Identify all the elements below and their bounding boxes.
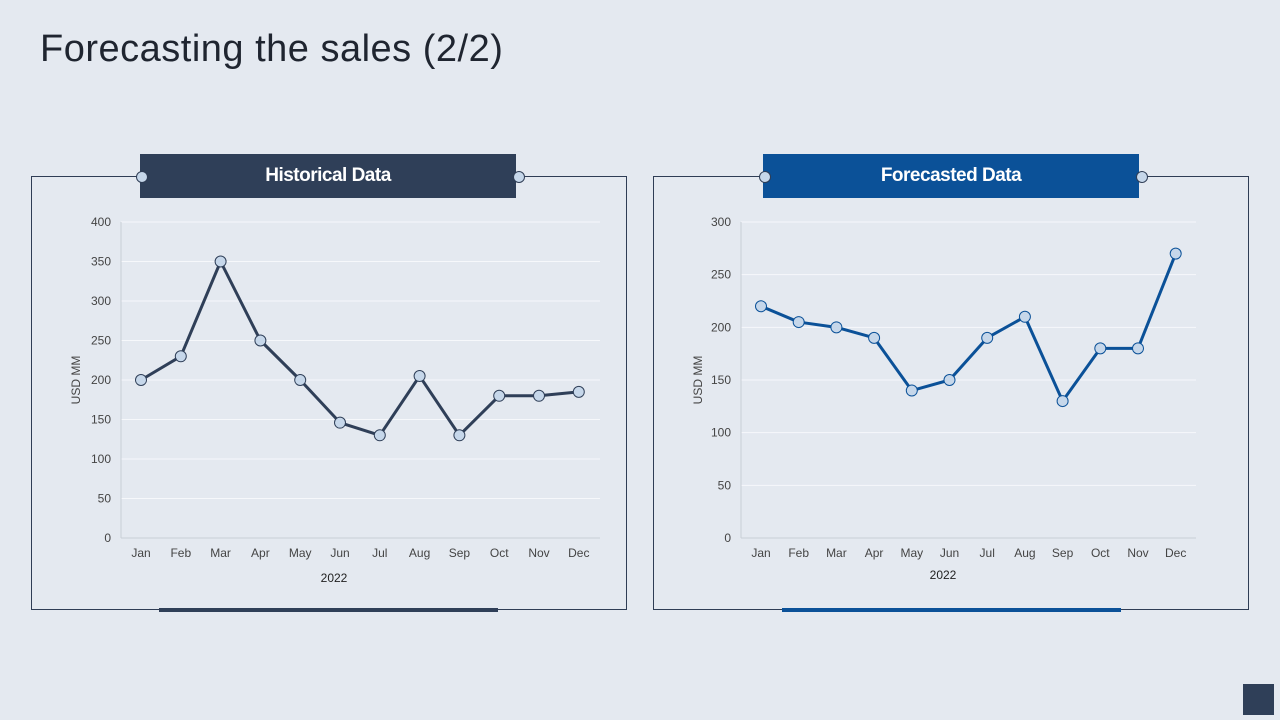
y-axis-label: USD MM <box>69 356 83 405</box>
y-tick-label: 150 <box>91 413 111 427</box>
series-line <box>140 260 579 437</box>
y-tick-label: 300 <box>711 215 731 229</box>
banner-dot-decoration <box>136 171 148 183</box>
data-point <box>294 374 307 386</box>
x-tick-label: Mar <box>210 546 231 560</box>
corner-decoration <box>1243 684 1274 715</box>
data-point <box>868 331 881 344</box>
x-tick-label: Dec <box>568 546 589 560</box>
data-point <box>413 370 426 383</box>
data-point <box>981 331 994 344</box>
data-point <box>905 384 918 397</box>
data-point <box>493 389 506 402</box>
y-tick-label: 300 <box>91 294 111 308</box>
x-tick-label: Sep <box>1052 546 1074 560</box>
y-tick-label: 0 <box>724 531 731 545</box>
x-tick-label: May <box>289 546 312 560</box>
x-tick-label: Mar <box>826 546 847 560</box>
y-tick-label: 100 <box>711 426 731 440</box>
y-axis-label: USD MM <box>691 356 705 405</box>
series-line <box>760 253 1178 403</box>
data-point <box>214 255 227 268</box>
y-tick-label: 0 <box>104 531 111 545</box>
x-tick-label: Apr <box>865 546 884 560</box>
x-tick-label: Jul <box>980 546 995 560</box>
forecast-banner: Forecasted Data <box>763 154 1139 198</box>
x-tick-label: Jan <box>131 546 150 560</box>
data-point <box>1132 342 1144 355</box>
x-tick-label: Jun <box>940 546 959 560</box>
data-point <box>943 374 956 386</box>
y-tick-label: 100 <box>91 452 111 466</box>
x-axis-label: 2022 <box>930 568 957 582</box>
y-tick-label: 350 <box>91 255 111 269</box>
x-tick-label: Oct <box>490 546 509 560</box>
x-tick-label: Feb <box>170 546 191 560</box>
data-point <box>533 389 545 402</box>
y-tick-label: 50 <box>718 478 732 492</box>
y-tick-label: 200 <box>91 373 111 387</box>
data-point <box>792 316 805 329</box>
y-tick-label: 400 <box>91 215 111 229</box>
x-tick-label: May <box>900 546 923 560</box>
y-tick-label: 250 <box>91 334 111 348</box>
data-point <box>334 416 346 429</box>
forecast-underline <box>782 608 1121 612</box>
data-point <box>830 321 843 334</box>
x-tick-label: Aug <box>409 546 430 560</box>
data-point <box>174 350 187 363</box>
x-tick-label: Nov <box>1127 546 1148 560</box>
x-tick-label: Oct <box>1091 546 1110 560</box>
x-axis-label: 2022 <box>321 571 348 585</box>
y-tick-label: 150 <box>711 373 731 387</box>
x-tick-label: Jun <box>330 546 349 560</box>
x-tick-label: Jul <box>372 546 387 560</box>
page-title: Forecasting the sales (2/2) <box>40 28 504 70</box>
x-tick-label: Apr <box>251 546 270 560</box>
banner-dot-decoration <box>1136 171 1148 183</box>
y-tick-label: 250 <box>711 268 731 282</box>
historical-underline <box>159 608 498 612</box>
x-tick-label: Sep <box>449 546 471 560</box>
data-point <box>453 429 466 442</box>
y-tick-label: 200 <box>711 320 731 334</box>
data-point <box>254 334 267 347</box>
banner-dot-decoration <box>513 171 525 183</box>
x-tick-label: Feb <box>788 546 809 560</box>
data-point <box>1018 310 1031 323</box>
y-tick-label: 50 <box>98 492 112 506</box>
x-tick-label: Nov <box>528 546 549 560</box>
banner-dot-decoration <box>759 171 771 183</box>
historical-banner: Historical Data <box>140 154 516 198</box>
data-point <box>1056 395 1069 408</box>
data-point <box>1094 342 1107 355</box>
data-point <box>135 374 147 386</box>
x-tick-label: Jan <box>751 546 770 560</box>
data-point <box>572 385 585 398</box>
x-tick-label: Dec <box>1165 546 1186 560</box>
data-point <box>755 300 767 313</box>
data-point <box>373 429 386 442</box>
x-tick-label: Aug <box>1014 546 1035 560</box>
data-point <box>1169 247 1182 260</box>
